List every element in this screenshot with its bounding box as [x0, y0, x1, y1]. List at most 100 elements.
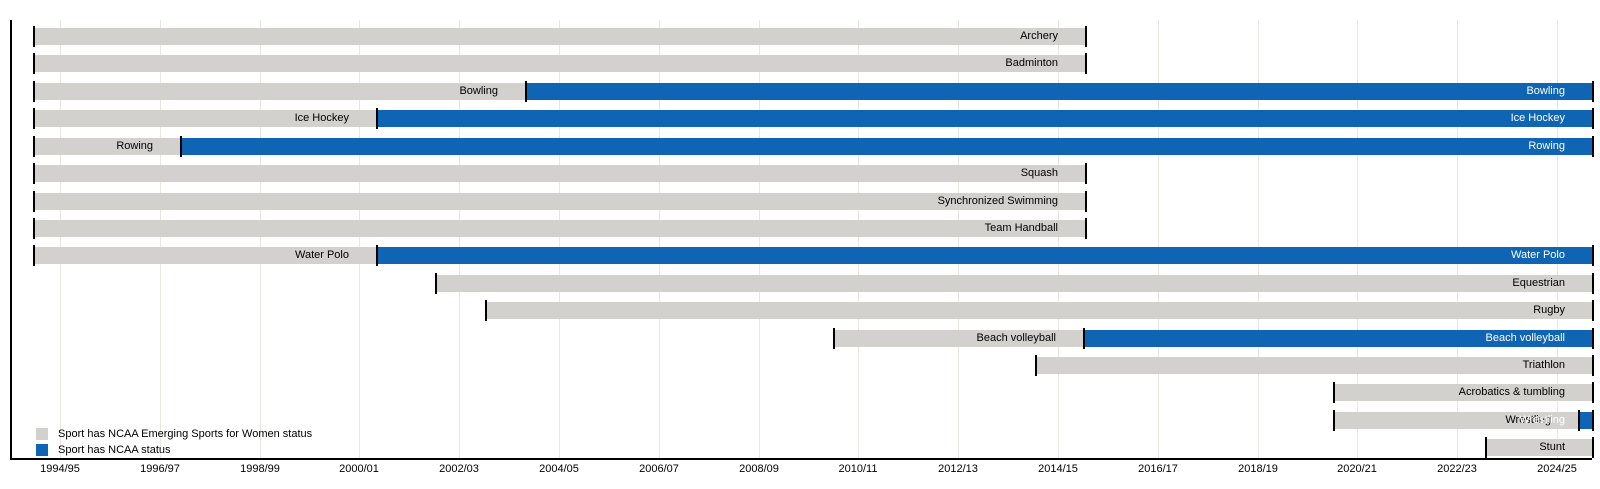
y-axis-line	[10, 20, 12, 458]
bar-label-archery: Archery	[1020, 30, 1058, 42]
bar-segment-emerging	[33, 110, 376, 127]
boundary-tick	[1592, 328, 1594, 349]
bar-segment-ncaa	[376, 247, 1592, 264]
boundary-tick	[1592, 273, 1594, 294]
axis-tick-label: 2006/07	[639, 463, 679, 475]
boundary-tick	[1333, 410, 1335, 431]
boundary-tick	[1592, 382, 1594, 403]
bar-label-water-polo: Water Polo	[294, 249, 349, 261]
gridline-2020-21	[1357, 20, 1358, 458]
bar-label-acrobatics-tumbling: Acrobatics & tumbling	[1458, 386, 1565, 398]
boundary-tick	[33, 53, 35, 74]
legend-label-ncaa: Sport has NCAA status	[58, 444, 171, 456]
bar-segment-emerging	[33, 83, 525, 100]
bar-segment-emerging	[833, 330, 1083, 347]
boundary-tick	[1592, 245, 1594, 266]
bar-segment-ncaa	[180, 138, 1592, 155]
bar-label-wrestling: Wrestling	[1519, 414, 1565, 426]
gridline-2022-23	[1457, 20, 1458, 458]
bar-label-rowing: Rowing	[1528, 140, 1565, 152]
legend-swatch-ncaa	[36, 444, 48, 456]
bar-label-water-polo: Water Polo	[1510, 249, 1565, 261]
bar-label-ice-hockey: Ice Hockey	[1510, 112, 1565, 124]
gridline-2008-09	[759, 20, 760, 458]
bar-label-squash: Squash	[1020, 167, 1058, 179]
boundary-tick	[435, 273, 437, 294]
boundary-tick	[1592, 300, 1594, 321]
gridline-2000-01	[359, 20, 360, 458]
bar-segment-ncaa	[1578, 412, 1592, 429]
bar-segment-emerging	[33, 138, 180, 155]
bar-segment-emerging	[1485, 439, 1592, 456]
legend-swatch-emerging	[36, 428, 48, 440]
gridline-2024-25	[1557, 20, 1558, 458]
bar-label-wrestling: Wrestling	[1505, 414, 1551, 426]
gridline-1998-99	[260, 20, 261, 458]
axis-tick-label: 2014/15	[1038, 463, 1078, 475]
axis-tick-label: 1998/99	[240, 463, 280, 475]
boundary-tick	[33, 163, 35, 184]
legend-row-emerging: Sport has NCAA Emerging Sports for Women…	[36, 426, 312, 442]
bar-label-bowling: Bowling	[459, 85, 498, 97]
bar-label-rugby: Rugby	[1533, 304, 1565, 316]
axis-tick-label: 2008/09	[739, 463, 779, 475]
bar-label-rowing: Rowing	[116, 140, 153, 152]
boundary-tick	[1592, 136, 1594, 157]
axis-tick-label: 2012/13	[938, 463, 978, 475]
bar-segment-emerging	[1333, 412, 1578, 429]
bar-label-beach-volleyball: Beach volleyball	[1485, 332, 1566, 344]
bar-label-equestrian: Equestrian	[1512, 277, 1565, 289]
bar-segment-emerging	[1035, 357, 1592, 374]
boundary-tick	[33, 218, 35, 239]
bar-label-beach-volleyball: Beach volleyball	[976, 332, 1057, 344]
boundary-tick	[376, 245, 378, 266]
bar-segment-emerging	[33, 28, 1085, 45]
boundary-tick	[33, 81, 35, 102]
gridline-2006-07	[659, 20, 660, 458]
gridline-2012-13	[958, 20, 959, 458]
boundary-tick	[1485, 437, 1487, 458]
bar-segment-emerging	[33, 165, 1085, 182]
legend-label-emerging: Sport has NCAA Emerging Sports for Women…	[58, 428, 313, 440]
boundary-tick	[33, 136, 35, 157]
boundary-tick	[1592, 355, 1594, 376]
boundary-tick	[33, 191, 35, 212]
gridline-2018-19	[1258, 20, 1259, 458]
axis-tick-label: 1994/95	[40, 463, 80, 475]
boundary-tick	[1592, 108, 1594, 129]
axis-tick-label: 2010/11	[838, 463, 878, 475]
x-axis-line	[10, 458, 1592, 460]
axis-tick-label: 2022/23	[1437, 463, 1477, 475]
boundary-tick	[1333, 382, 1335, 403]
bar-segment-ncaa	[376, 110, 1592, 127]
boundary-tick	[1085, 53, 1087, 74]
boundary-tick	[525, 81, 527, 102]
bar-segment-emerging	[33, 247, 376, 264]
axis-tick-label: 2020/21	[1337, 463, 1377, 475]
gridline-2002-03	[459, 20, 460, 458]
gridline-1996-97	[160, 20, 161, 458]
boundary-tick	[1085, 191, 1087, 212]
axis-tick-label: 2002/03	[439, 463, 479, 475]
axis-tick-label: 2024/25	[1537, 463, 1577, 475]
legend-row-ncaa: Sport has NCAA status	[36, 442, 312, 458]
axis-tick-label: 2018/19	[1238, 463, 1278, 475]
bar-label-badminton: Badminton	[1005, 57, 1058, 69]
bar-label-stunt: Stunt	[1539, 441, 1565, 453]
bar-segment-emerging	[485, 302, 1592, 319]
boundary-tick	[33, 245, 35, 266]
boundary-tick	[1035, 355, 1037, 376]
boundary-tick	[180, 136, 182, 157]
boundary-tick	[33, 108, 35, 129]
boundary-tick	[1085, 218, 1087, 239]
gridline-1994-95	[60, 20, 61, 458]
boundary-tick	[1085, 26, 1087, 47]
boundary-tick	[1592, 410, 1594, 431]
axis-tick-label: 2016/17	[1138, 463, 1178, 475]
bar-segment-emerging	[33, 55, 1085, 72]
bar-segment-ncaa	[1083, 330, 1592, 347]
boundary-tick	[485, 300, 487, 321]
bar-label-synchronized-swimming: Synchronized Swimming	[937, 195, 1058, 207]
bar-segment-emerging	[33, 193, 1085, 210]
gridline-2016-17	[1158, 20, 1159, 458]
